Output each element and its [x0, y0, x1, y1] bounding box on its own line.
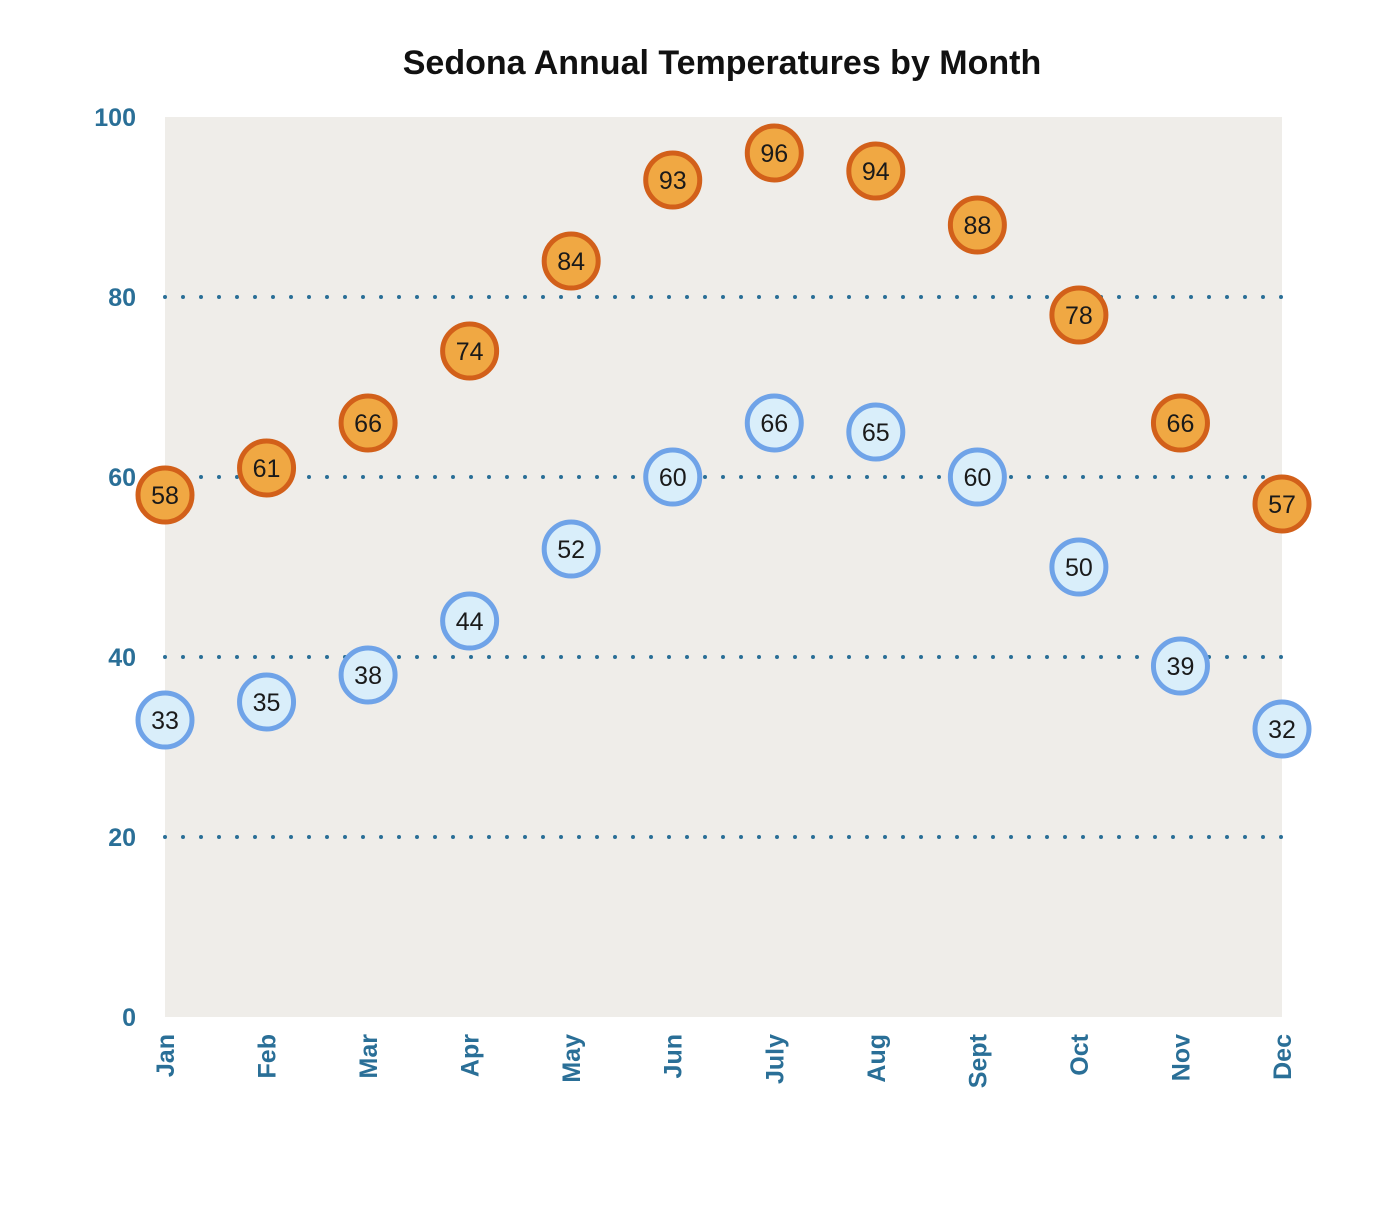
- data-points: 58 61 66 74 84 93 96 94 88 78 66 57 33 35 38 44 52 60 66 65…: [135, 123, 1312, 759]
- data-label: 57: [1268, 491, 1296, 519]
- data-label: 38: [354, 662, 382, 690]
- data-point-marker: [846, 402, 906, 462]
- data-point: 78: [1049, 285, 1109, 345]
- x-tick-label: Sept: [964, 1033, 992, 1088]
- x-tick-label: Jun: [660, 1034, 688, 1078]
- data-point-marker: [643, 150, 703, 210]
- data-point-marker: [541, 519, 601, 579]
- x-tick-label: July: [761, 1034, 789, 1084]
- x-tick-label: Mar: [355, 1034, 383, 1079]
- data-label: 66: [1167, 410, 1195, 438]
- x-tick-label: Apr: [457, 1034, 485, 1077]
- data-label: 50: [1065, 554, 1093, 582]
- data-point: 66: [744, 393, 804, 453]
- data-point-marker: [947, 447, 1007, 507]
- x-tick-label: May: [558, 1034, 586, 1083]
- x-tick-label: Nov: [1167, 1034, 1195, 1081]
- data-point: 94: [846, 141, 906, 201]
- data-point-marker: [1049, 537, 1109, 597]
- data-point: 33: [135, 690, 195, 750]
- data-point-marker: [1150, 636, 1210, 696]
- data-point-marker: [440, 591, 500, 651]
- x-tick-label: Aug: [863, 1034, 891, 1083]
- data-point: 32: [1252, 699, 1312, 759]
- y-tick-label: 40: [108, 644, 136, 672]
- y-tick-label: 0: [122, 1004, 136, 1032]
- data-label: 32: [1268, 716, 1296, 744]
- gridlines: [163, 295, 1284, 839]
- data-point-marker: [237, 672, 297, 732]
- data-point: 60: [643, 447, 703, 507]
- data-point-marker: [1252, 474, 1312, 534]
- data-label: 66: [354, 410, 382, 438]
- data-point-marker: [338, 645, 398, 705]
- data-point: 58: [135, 465, 195, 525]
- data-label: 61: [253, 455, 281, 483]
- data-point: 38: [338, 645, 398, 705]
- y-tick-label: 80: [108, 284, 136, 312]
- data-point-marker: [440, 321, 500, 381]
- y-tick-label: 60: [108, 464, 136, 492]
- data-point-marker: [744, 123, 804, 183]
- data-point: 57: [1252, 474, 1312, 534]
- data-label: 96: [760, 140, 788, 168]
- data-label: 33: [151, 707, 179, 735]
- data-point-marker: [1049, 285, 1109, 345]
- data-point-marker: [947, 195, 1007, 255]
- data-point: 60: [947, 447, 1007, 507]
- data-point: 88: [947, 195, 1007, 255]
- data-point-marker: [237, 438, 297, 498]
- data-point: 52: [541, 519, 601, 579]
- data-label: 35: [253, 689, 281, 717]
- x-tick-label: Dec: [1269, 1034, 1297, 1080]
- data-label: 65: [862, 419, 890, 447]
- data-point: 66: [338, 393, 398, 453]
- data-label: 84: [557, 248, 585, 276]
- data-point: 61: [237, 438, 297, 498]
- data-label: 88: [963, 212, 991, 240]
- data-point-marker: [338, 393, 398, 453]
- chart-title: Sedona Annual Temperatures by Month: [403, 44, 1042, 82]
- data-point-marker: [541, 231, 601, 291]
- data-point: 93: [643, 150, 703, 210]
- data-point-marker: [1150, 393, 1210, 453]
- data-point-marker: [135, 690, 195, 750]
- data-point: 65: [846, 402, 906, 462]
- y-axis: 0 20 40 60 80 100: [94, 104, 136, 1032]
- data-point-marker: [135, 465, 195, 525]
- data-label: 60: [963, 464, 991, 492]
- x-axis: Jan Feb Mar Apr May Jun July Aug Sept Oct Nov Dec: [152, 1033, 1297, 1088]
- data-point: 74: [440, 321, 500, 381]
- data-label: 93: [659, 167, 687, 195]
- data-label: 66: [760, 410, 788, 438]
- data-label: 44: [456, 608, 484, 636]
- data-label: 78: [1065, 302, 1093, 330]
- data-label: 60: [659, 464, 687, 492]
- data-point: 84: [541, 231, 601, 291]
- data-label: 94: [862, 158, 890, 186]
- data-label: 52: [557, 536, 585, 564]
- plot-area: [165, 117, 1282, 1017]
- data-point-marker: [643, 447, 703, 507]
- data-label: 58: [151, 482, 179, 510]
- data-point: 96: [744, 123, 804, 183]
- y-tick-label: 100: [94, 104, 136, 132]
- data-point: 35: [237, 672, 297, 732]
- data-point: 66: [1150, 393, 1210, 453]
- data-point: 44: [440, 591, 500, 651]
- data-point: 39: [1150, 636, 1210, 696]
- data-point-marker: [846, 141, 906, 201]
- x-tick-label: Jan: [152, 1034, 180, 1077]
- y-tick-label: 20: [108, 824, 136, 852]
- data-label: 39: [1167, 653, 1195, 681]
- data-point-marker: [744, 393, 804, 453]
- data-label: 74: [456, 338, 484, 366]
- x-tick-label: Feb: [254, 1034, 282, 1078]
- data-point: 50: [1049, 537, 1109, 597]
- x-tick-label: Oct: [1066, 1033, 1094, 1075]
- data-point-marker: [1252, 699, 1312, 759]
